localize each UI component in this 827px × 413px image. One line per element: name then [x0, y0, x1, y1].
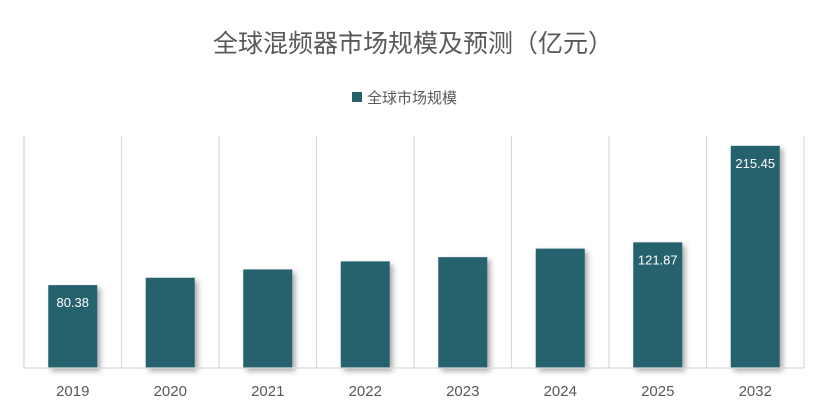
data-label-2025: 121.87 — [638, 252, 678, 267]
legend: 全球市场规模 — [352, 89, 457, 107]
bar-2032 — [730, 145, 780, 368]
legend-label: 全球市场规模 — [367, 89, 457, 107]
bars — [48, 145, 780, 368]
x-tick-2021: 2021 — [251, 383, 284, 400]
x-tick-2025: 2025 — [641, 383, 674, 400]
x-axis-ticks: 2019 2020 2021 2022 2023 2024 2025 2032 — [56, 383, 772, 400]
bar-2022 — [340, 261, 390, 368]
x-tick-2023: 2023 — [446, 383, 479, 400]
bar-2023 — [438, 257, 488, 368]
x-tick-2032: 2032 — [739, 383, 772, 400]
x-tick-2024: 2024 — [544, 383, 577, 400]
data-label-2032: 215.45 — [735, 156, 775, 171]
bar-2020 — [145, 277, 195, 368]
grid — [23, 136, 805, 368]
data-labels: 80.38 121.87 215.45 — [56, 156, 775, 310]
bar-2021 — [243, 269, 293, 368]
x-tick-2022: 2022 — [349, 383, 382, 400]
x-tick-2020: 2020 — [154, 383, 187, 400]
chart-title: 全球混频器市场规模及预测（亿元） — [213, 29, 613, 58]
data-label-2019: 80.38 — [56, 295, 89, 310]
bar-2025 — [633, 242, 683, 368]
x-tick-2019: 2019 — [56, 383, 89, 400]
legend-swatch — [352, 92, 362, 102]
bar-2019 — [48, 285, 98, 368]
bar-2024 — [535, 248, 585, 368]
